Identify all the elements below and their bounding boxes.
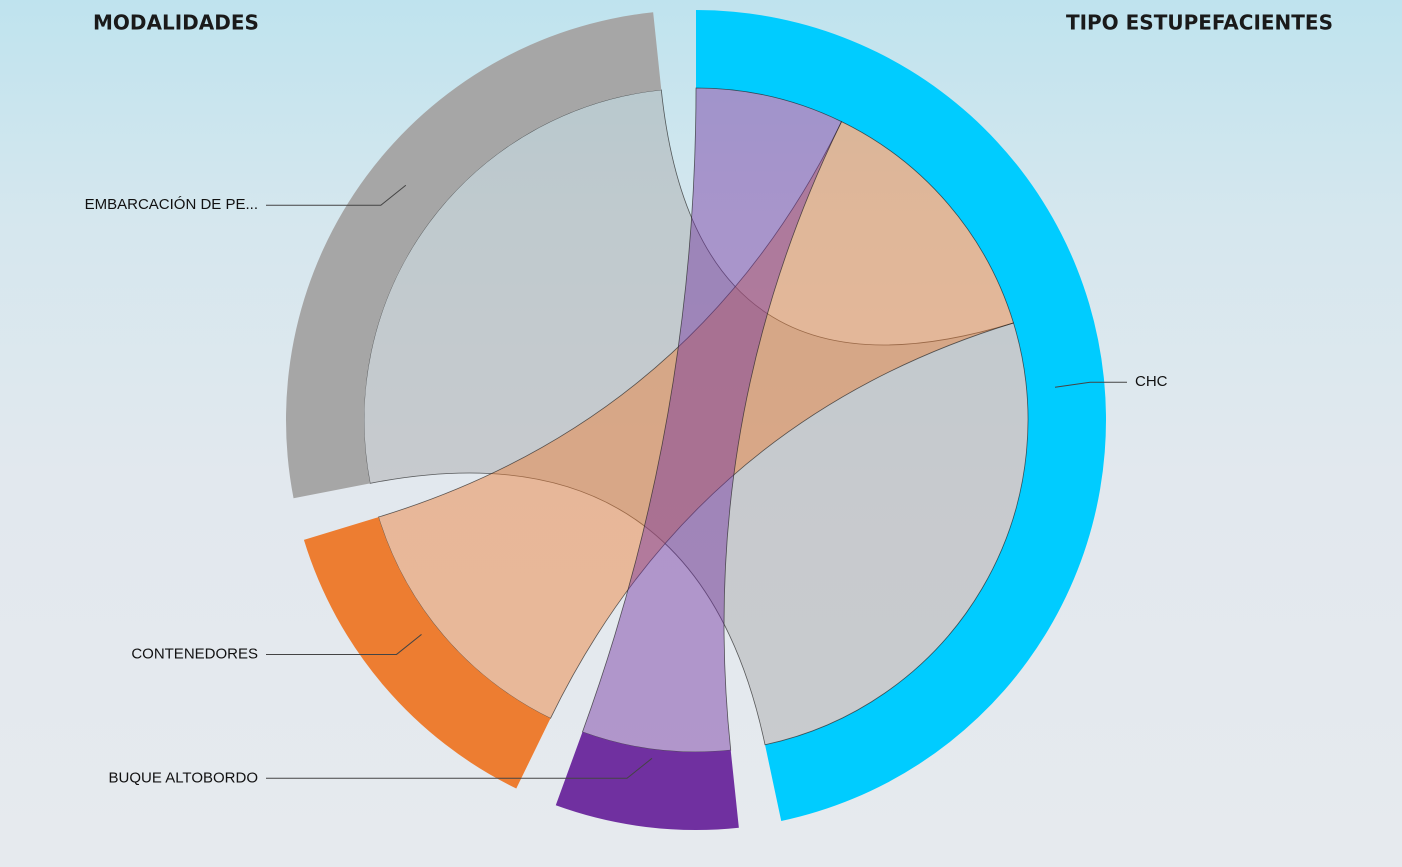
- target-arc: [696, 10, 1107, 822]
- left-title: MODALIDADES: [93, 11, 259, 35]
- leader-line: [266, 757, 653, 779]
- leader-line: [266, 184, 407, 206]
- source-arc: [286, 12, 662, 499]
- legend-label: CONTENEDORES: [131, 645, 258, 662]
- right-title: TIPO ESTUPEFACIENTES: [1066, 11, 1333, 35]
- leader-line: [1054, 381, 1127, 388]
- legend-label: BUQUE ALTOBORDO: [109, 769, 258, 786]
- source-arc: [555, 731, 739, 831]
- source-arc: [303, 517, 551, 789]
- target-label: CHC: [1135, 373, 1168, 390]
- ribbon: [581, 87, 843, 753]
- legend-label: EMBARCACIÓN DE PE...: [85, 196, 258, 213]
- leader-line: [266, 634, 422, 655]
